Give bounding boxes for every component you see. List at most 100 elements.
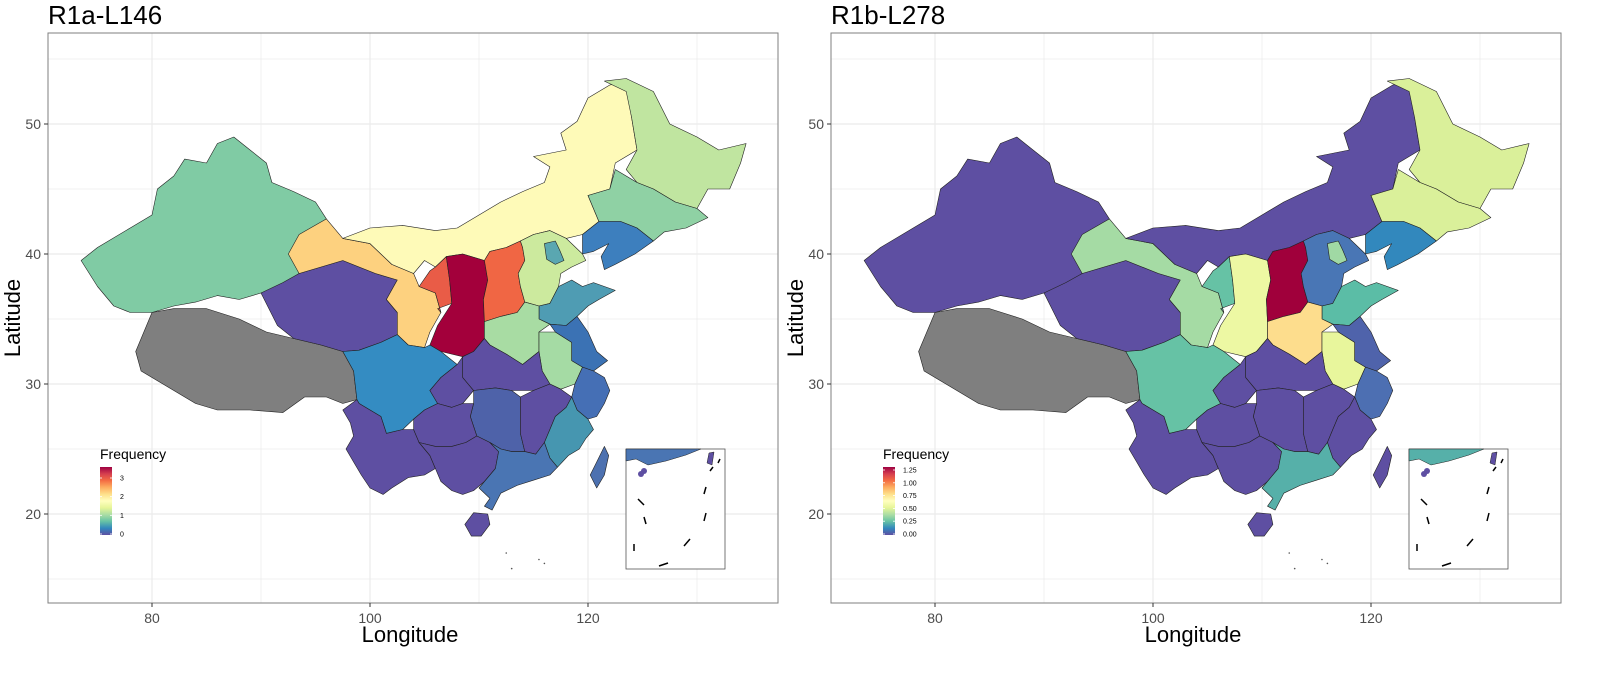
province-layer: [80, 78, 747, 537]
inset-dash: [709, 466, 714, 472]
inset-frame: [1408, 448, 1509, 570]
inset-frame: [625, 448, 726, 570]
y-tick-label: 50: [25, 116, 41, 132]
inset-dash: [1486, 512, 1490, 522]
inset-dash: [1420, 498, 1428, 506]
legend-tick-label: 1.00: [903, 480, 917, 487]
y-axis: 20 30 40 50: [25, 116, 48, 522]
inset-dash: [637, 498, 645, 506]
inset-dash: [703, 512, 707, 522]
legend-tick-label: 1: [120, 513, 124, 520]
y-tick-label: 30: [808, 376, 824, 392]
panel-border: [830, 32, 1562, 604]
legend-tick-label: 0: [120, 532, 124, 539]
island-dot: [543, 562, 546, 565]
region-shanxi: [483, 240, 526, 322]
x-tick-label: 80: [927, 610, 943, 626]
inset-map: [625, 448, 726, 570]
island-dot: [1326, 562, 1329, 565]
x-axis: 80 100 120: [144, 603, 600, 626]
inset-map: [1408, 448, 1509, 570]
y-tick-label: 30: [25, 376, 41, 392]
y-axis: 20 30 40 50: [808, 116, 831, 522]
inset-island: [1424, 468, 1430, 474]
region-liaoning: [582, 221, 654, 270]
region-xinjiang: [80, 136, 327, 313]
legend-tick-label: 2: [120, 494, 124, 501]
island-dot: [538, 558, 540, 561]
inset-taiwan: [1489, 451, 1498, 466]
x-axis-label: Longitude: [1145, 622, 1242, 647]
legend-tick-label: 1.25: [903, 468, 917, 475]
y-axis-label: Latitude: [783, 279, 808, 357]
region-xinjiang: [863, 136, 1110, 313]
inset-coast: [1408, 448, 1485, 466]
province-layer: [863, 78, 1530, 537]
y-tick-label: 40: [25, 246, 41, 262]
inset-dash: [1441, 562, 1452, 567]
region-guangdong: [478, 442, 558, 511]
map-title: R1a-L146: [48, 0, 162, 30]
inset-dash: [1466, 538, 1474, 547]
legend-tick-label: 0.50: [903, 506, 917, 513]
island-dot: [510, 567, 513, 570]
inset-dash: [1492, 466, 1497, 472]
inset-dash: [1486, 486, 1490, 495]
legend-colorbar: [100, 467, 112, 535]
inset-island: [641, 468, 647, 474]
region-hainan: [464, 512, 491, 537]
inset-dash: [1426, 516, 1430, 525]
inset-dash: [643, 516, 647, 525]
x-axis-label: Longitude: [362, 622, 459, 647]
inset-taiwan: [706, 451, 715, 466]
x-axis: 80 100 120: [927, 603, 1383, 626]
legend-tick-label: 0.00: [903, 532, 917, 539]
inset-dash: [658, 562, 669, 567]
y-tick-label: 50: [808, 116, 824, 132]
region-shanxi: [1266, 240, 1309, 322]
y-tick-label: 20: [25, 506, 41, 522]
inset-dash: [703, 486, 707, 495]
legend: Frequency 3 2 1 0: [100, 446, 166, 539]
map-panel-right: R1b-L278 80 100 120 20 30 40 50 Longitude Latitud…: [783, 0, 1562, 647]
inset-coast: [625, 448, 702, 466]
island-dot: [505, 552, 508, 554]
inset-dash: [1500, 458, 1504, 464]
region-heilongjiang: [604, 78, 747, 209]
region-yunnan: [342, 399, 436, 495]
region-hainan: [1247, 512, 1274, 537]
legend: Frequency 1.25 1.00 0.75 0.50 0.25 0.00: [883, 446, 949, 539]
legend-tick-label: 0.75: [903, 493, 917, 500]
inset-dash: [717, 458, 721, 464]
panel-border: [47, 32, 779, 604]
region-jiangsu: [1332, 316, 1391, 372]
region-liaoning: [1365, 221, 1437, 270]
island-dot: [1321, 558, 1323, 561]
region-yunnan: [1125, 399, 1219, 495]
region-heilongjiang: [1387, 78, 1530, 209]
south-sea-islands: [505, 552, 546, 570]
region-taiwan: [589, 446, 609, 489]
island-dot: [1293, 567, 1296, 570]
inset-dash: [683, 538, 691, 547]
y-tick-label: 20: [808, 506, 824, 522]
region-beijing: [1327, 240, 1348, 265]
x-tick-label: 100: [1141, 610, 1165, 626]
x-tick-label: 120: [576, 610, 600, 626]
region-taiwan: [1372, 446, 1392, 489]
y-axis-label: Latitude: [0, 279, 25, 357]
legend-title: Frequency: [883, 446, 949, 462]
south-sea-islands: [1288, 552, 1329, 570]
x-tick-label: 100: [358, 610, 382, 626]
map-title: R1b-L278: [831, 0, 945, 30]
legend-colorbar: [883, 467, 895, 535]
legend-title: Frequency: [100, 446, 166, 462]
region-beijing: [544, 240, 565, 265]
x-tick-label: 80: [144, 610, 160, 626]
region-jiangsu: [549, 316, 608, 372]
x-tick-label: 120: [1359, 610, 1383, 626]
y-tick-label: 40: [808, 246, 824, 262]
